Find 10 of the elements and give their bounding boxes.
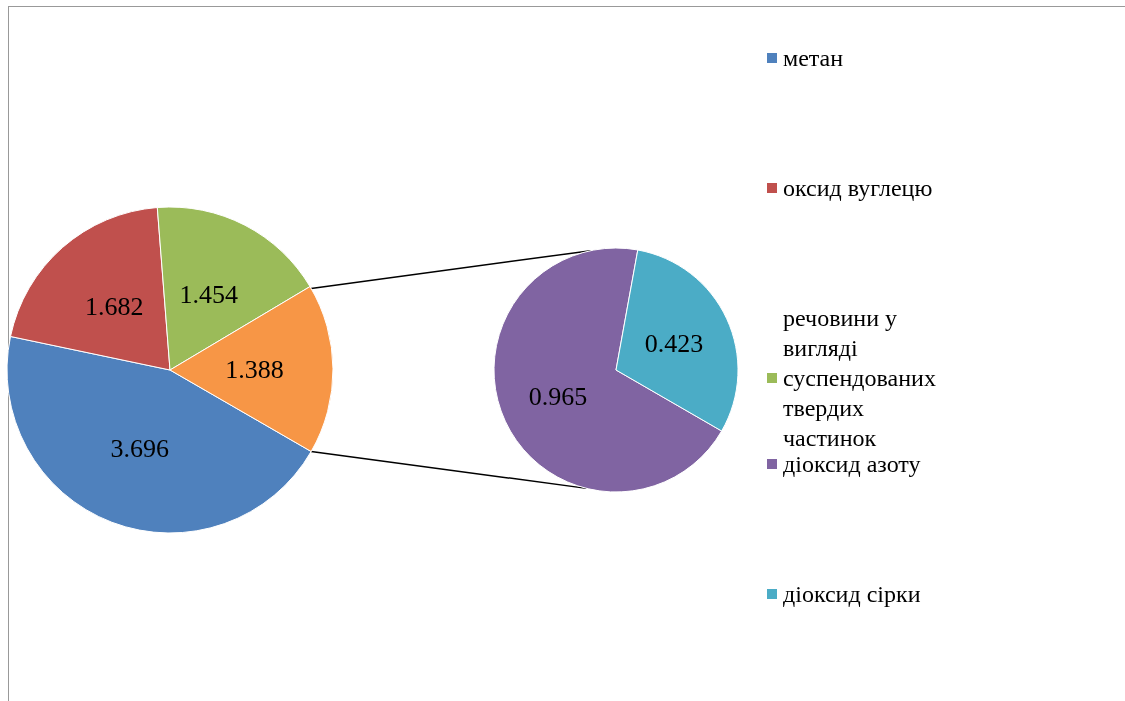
legend-label: оксид вуглецю — [783, 175, 933, 201]
data-label: 1.388 — [225, 354, 284, 384]
data-label: 1.682 — [84, 292, 144, 322]
legend-label: діоксид азоту — [783, 451, 921, 477]
legend-label: діоксид сірки — [783, 581, 921, 607]
data-label: 0.423 — [644, 328, 704, 358]
data-label: 0.965 — [528, 382, 588, 412]
data-label: 1.454 — [179, 280, 239, 310]
data-label: 3.696 — [110, 434, 170, 464]
legend-label: метан — [783, 45, 844, 71]
